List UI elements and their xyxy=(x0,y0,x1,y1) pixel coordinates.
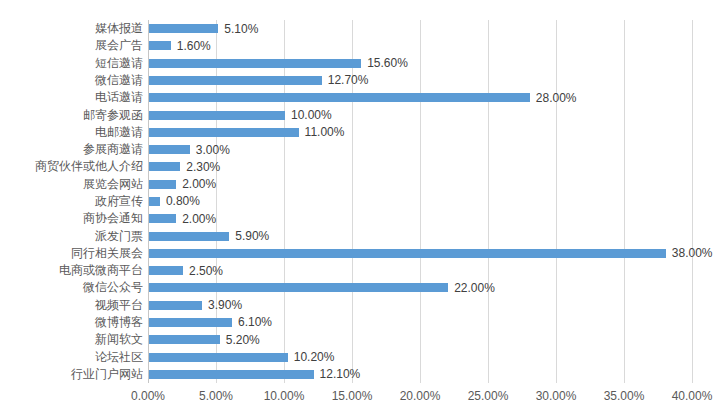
bar xyxy=(149,24,218,33)
category-label: 商贸伙伴或他人介绍 xyxy=(0,158,143,175)
horizontal-bar-chart: 媒体报道 5.10% 展会广告 1.60% 短信邀请 15.60% 微信邀请 12.70% 电话… xyxy=(0,0,717,420)
category-label: 电话邀请 xyxy=(0,89,143,106)
x-axis-tick-label: 15.00% xyxy=(322,389,382,403)
category-label: 视频平台 xyxy=(0,297,143,314)
category-label: 新闻软文 xyxy=(0,331,143,348)
data-label: 3.90% xyxy=(208,297,242,314)
bar xyxy=(149,93,530,102)
bar xyxy=(149,214,176,223)
category-label: 邮寄参观函 xyxy=(0,106,143,123)
data-label: 3.00% xyxy=(196,141,230,158)
category-label: 展览会网站 xyxy=(0,176,143,193)
bar xyxy=(149,249,666,258)
x-axis-tick-label: 30.00% xyxy=(526,389,586,403)
category-label: 短信邀请 xyxy=(0,55,143,72)
category-label: 微信公众号 xyxy=(0,279,143,296)
data-label: 12.10% xyxy=(320,366,361,383)
data-label: 5.10% xyxy=(224,20,258,37)
bar xyxy=(149,145,190,154)
gridline xyxy=(692,20,693,383)
data-label: 2.50% xyxy=(189,262,223,279)
data-label: 2.30% xyxy=(186,158,220,175)
data-label: 0.80% xyxy=(166,193,200,210)
bar xyxy=(149,370,314,379)
data-label: 11.00% xyxy=(305,124,345,141)
gridline xyxy=(556,20,557,383)
category-label: 派发门票 xyxy=(0,227,143,244)
x-axis-tick-label: 10.00% xyxy=(254,389,314,403)
bar xyxy=(149,180,176,189)
bar xyxy=(149,266,183,275)
bar xyxy=(149,301,202,310)
gridline xyxy=(488,20,489,383)
category-label: 展会广告 xyxy=(0,37,143,54)
bar xyxy=(149,197,160,206)
bar xyxy=(149,59,361,68)
data-label: 28.00% xyxy=(536,89,577,106)
category-label: 论坛社区 xyxy=(0,348,143,365)
category-label: 参展商邀请 xyxy=(0,141,143,158)
bar xyxy=(149,232,229,241)
gridline xyxy=(420,20,421,383)
bar xyxy=(149,335,220,344)
gridline xyxy=(216,20,217,383)
x-axis-tick-label: 35.00% xyxy=(594,389,654,403)
data-label: 5.20% xyxy=(226,331,260,348)
bar xyxy=(149,318,232,327)
data-label: 6.10% xyxy=(238,314,272,331)
bar xyxy=(149,128,299,137)
category-label: 微博博客 xyxy=(0,314,143,331)
data-label: 38.00% xyxy=(672,245,713,262)
category-label: 微信邀请 xyxy=(0,72,143,89)
category-label: 电邮邀请 xyxy=(0,124,143,141)
bar xyxy=(149,41,171,50)
x-axis-tick-label: 0.00% xyxy=(118,389,178,403)
data-label: 22.00% xyxy=(454,279,495,296)
bar xyxy=(149,76,322,85)
bar xyxy=(149,111,285,120)
category-label: 同行相关展会 xyxy=(0,245,143,262)
data-label: 15.60% xyxy=(367,55,408,72)
data-label: 10.20% xyxy=(294,348,335,365)
x-axis-tick-label: 20.00% xyxy=(390,389,450,403)
x-axis-tick-label: 5.00% xyxy=(186,389,246,403)
x-axis-tick-label: 25.00% xyxy=(458,389,518,403)
bar xyxy=(149,283,448,292)
data-label: 2.00% xyxy=(182,176,216,193)
category-label: 商协会通知 xyxy=(0,210,143,227)
category-label: 政府宣传 xyxy=(0,193,143,210)
category-label: 电商或微商平台 xyxy=(0,262,143,279)
gridline xyxy=(624,20,625,383)
bar xyxy=(149,353,288,362)
gridline xyxy=(284,20,285,383)
data-label: 1.60% xyxy=(177,37,211,54)
bar xyxy=(149,162,180,171)
x-axis-tick-label: 40.00% xyxy=(662,389,717,403)
data-label: 12.70% xyxy=(328,72,369,89)
data-label: 5.90% xyxy=(235,227,269,244)
category-label: 媒体报道 xyxy=(0,20,143,37)
data-label: 10.00% xyxy=(291,106,332,123)
category-label: 行业门户网站 xyxy=(0,366,143,383)
data-label: 2.00% xyxy=(182,210,216,227)
